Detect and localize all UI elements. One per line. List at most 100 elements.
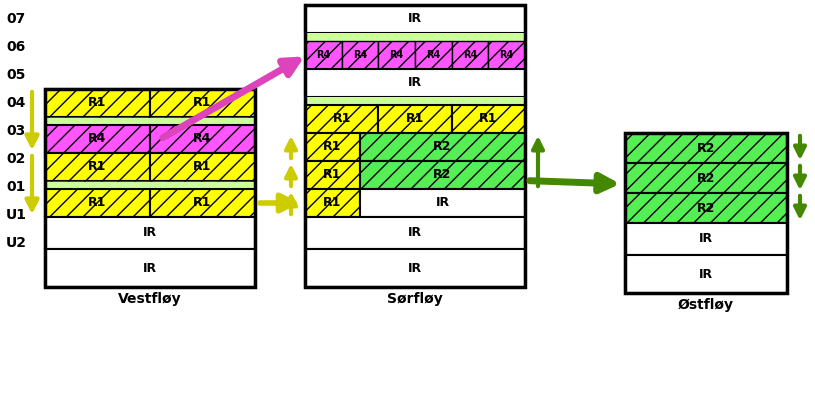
Bar [305,161,360,189]
Bar [150,125,255,153]
Bar [341,41,378,69]
Bar [150,125,255,153]
Bar [625,163,787,193]
Bar [488,41,525,69]
Text: R4: R4 [88,132,107,145]
Bar [305,97,525,105]
Text: R4: R4 [463,50,477,60]
Bar [452,105,525,133]
Bar [45,89,150,117]
Text: 07: 07 [7,12,25,26]
Bar [305,189,360,217]
Bar [625,223,787,255]
Text: IR: IR [143,261,157,275]
Bar [625,133,787,163]
Bar [305,33,525,41]
Bar [45,89,255,287]
Text: R1: R1 [333,113,350,126]
Text: R4: R4 [316,50,330,60]
Text: U2: U2 [6,236,27,250]
Bar [305,5,525,287]
Text: R2: R2 [697,141,716,154]
Bar [452,41,488,69]
Bar [305,5,525,33]
Text: R4: R4 [390,50,403,60]
Text: R1: R1 [193,160,212,173]
Text: Sørfløy: Sørfløy [387,292,443,306]
Text: 06: 06 [7,40,25,54]
Bar [45,153,150,181]
Bar [305,217,525,249]
Text: R1: R1 [88,196,107,209]
Text: R4: R4 [353,50,367,60]
Bar [452,41,488,69]
Bar [378,41,415,69]
Bar [625,193,787,223]
Bar [45,89,150,117]
Text: IR: IR [408,261,422,275]
Bar [341,41,378,69]
Text: R1: R1 [88,160,107,173]
Text: 04: 04 [7,96,26,110]
Bar [45,189,150,217]
Bar [45,189,150,217]
Text: R4: R4 [426,50,440,60]
Bar [415,41,452,69]
Bar [305,69,525,97]
Bar [360,189,525,217]
Bar [360,161,525,189]
Text: IR: IR [408,226,422,239]
Text: R1: R1 [406,113,424,126]
Text: R2: R2 [434,141,452,154]
Text: IR: IR [435,196,450,209]
Bar [305,249,525,287]
Text: 02: 02 [7,152,26,166]
Bar [415,41,452,69]
Text: R4: R4 [193,132,212,145]
Text: R1: R1 [88,96,107,109]
Text: IR: IR [408,13,422,26]
Text: Vestfløy: Vestfløy [118,292,182,306]
Bar [625,255,787,293]
Bar [378,105,452,133]
Bar [45,217,255,249]
Bar [150,153,255,181]
Text: IR: IR [699,267,713,280]
Text: IR: IR [143,226,157,239]
Bar [488,41,525,69]
Text: R1: R1 [324,196,341,209]
Text: 03: 03 [7,124,25,138]
Bar [305,133,360,161]
Text: R1: R1 [324,141,341,154]
Text: 01: 01 [7,180,26,194]
Bar [305,41,341,69]
Text: IR: IR [408,77,422,90]
Bar [452,105,525,133]
Text: 05: 05 [7,68,26,82]
Bar [150,153,255,181]
Text: U1: U1 [6,208,27,222]
Bar [305,105,378,133]
Text: R2: R2 [697,201,716,214]
Bar [378,105,452,133]
Bar [305,189,360,217]
Text: R2: R2 [697,171,716,184]
Bar [45,117,255,125]
Text: R2: R2 [434,169,452,181]
Bar [625,133,787,293]
Text: R4: R4 [500,50,513,60]
Bar [360,133,525,161]
Bar [625,133,787,163]
Bar [150,89,255,117]
Bar [360,161,525,189]
Bar [360,133,525,161]
Bar [150,189,255,217]
Text: IR: IR [699,233,713,246]
Bar [378,41,415,69]
Text: Østfløy: Østfløy [678,298,734,312]
Bar [45,125,150,153]
Bar [150,89,255,117]
Bar [45,153,150,181]
Text: R1: R1 [193,96,212,109]
Bar [305,41,341,69]
